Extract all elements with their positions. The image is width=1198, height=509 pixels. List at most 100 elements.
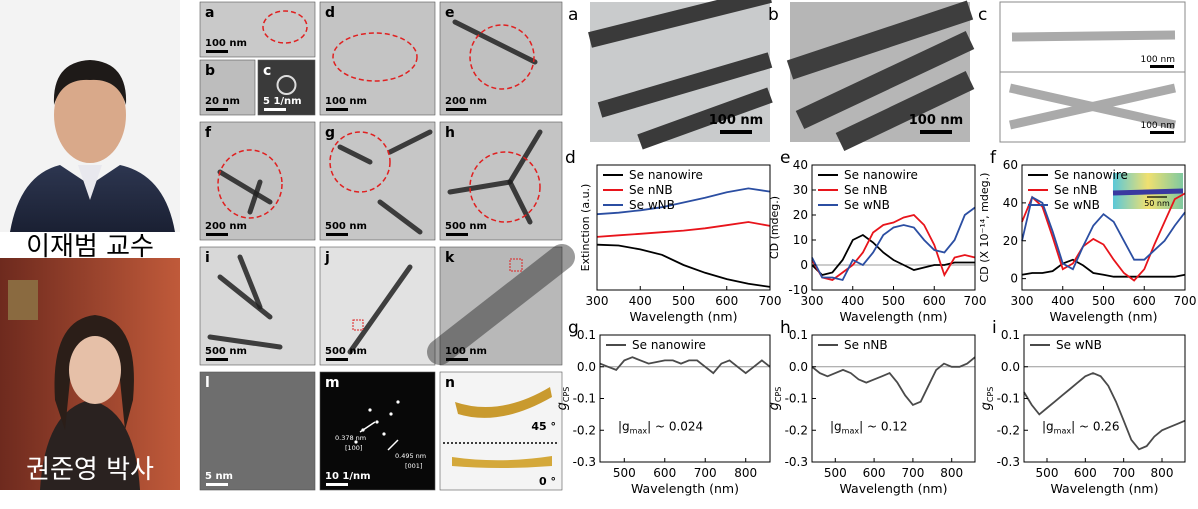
y-axis-label: gCPS [555, 387, 571, 411]
lattice-label: 0.495 nm [395, 452, 426, 460]
nanostructure [452, 19, 538, 65]
x-tick-label: 600 [923, 294, 946, 308]
legend-label: Se nanowire [1054, 168, 1128, 182]
annotation: |gmax| ~ 0.024 [618, 419, 703, 435]
legend-label: Se nanowire [844, 168, 918, 182]
scale-bar [446, 108, 468, 111]
legend-label: Se nanowire [632, 338, 706, 352]
nanostructure [337, 144, 373, 165]
y-axis-label: Extinction (a.u.) [579, 184, 592, 272]
y-axis-label: CD (X 10⁻¹⁴, mdeg.) [978, 173, 991, 283]
legend-label: Se wNB [1054, 198, 1100, 212]
bundle-model [1009, 83, 1176, 130]
scale-label: 100 nm [205, 38, 247, 49]
scale-bar [720, 130, 752, 134]
y-tick-label: 30 [793, 183, 808, 197]
legend-label: Se wNB [1056, 338, 1102, 352]
series-line [811, 356, 976, 406]
diffraction-spot [368, 408, 372, 412]
hair [53, 60, 127, 105]
scale-bar [1150, 65, 1174, 68]
scale-bar [326, 483, 348, 486]
highlight [469, 151, 541, 223]
x-tick-label: 500 [672, 294, 695, 308]
annotation-part: max [630, 426, 648, 435]
y-axis-label: gCPS [979, 387, 995, 411]
scale-label: 5 nm [205, 471, 233, 482]
panel-label: l [205, 375, 210, 391]
scale-bar [446, 233, 468, 236]
x-tick-label: 500 [1092, 294, 1115, 308]
annotation-part: max [842, 426, 860, 435]
x-tick-label: 500 [613, 466, 636, 480]
y-axis-label-sub: CPS [986, 387, 995, 403]
x-tick-label: 700 [694, 466, 717, 480]
scale-bar [446, 358, 468, 361]
face [69, 336, 121, 404]
x-tick-label: 700 [964, 294, 987, 308]
legend-label: Se nNB [844, 338, 888, 352]
diffraction-spot [396, 400, 400, 404]
scale-bar [206, 358, 228, 361]
y-tick-label: -0.1 [997, 392, 1020, 406]
annotation-part: | ~ 0.024 [647, 419, 703, 433]
micrograph [439, 371, 563, 491]
x-tick-label: 400 [841, 294, 864, 308]
series-line [811, 233, 975, 276]
diffraction-spot [389, 412, 393, 416]
diffraction-spot [354, 440, 358, 444]
scale-label: 100 nm [1140, 121, 1175, 131]
x-tick-label: 500 [882, 294, 905, 308]
scale-label: 20 nm [205, 96, 240, 107]
nanostructure [217, 169, 273, 205]
portrait-caption: 권준영 박사 [26, 455, 154, 485]
fiber [588, 0, 773, 150]
panel-label: n [445, 375, 455, 391]
scale-label: 500 nm [205, 346, 247, 357]
micrograph [199, 371, 316, 491]
scale-label: 100 nm [709, 113, 763, 128]
micrograph [319, 1, 436, 116]
legend-label: Se nNB [629, 183, 673, 197]
scale-label: 200 nm [205, 221, 247, 232]
annotation-part: | ~ 0.26 [1071, 419, 1119, 433]
annotation: |gmax| ~ 0.26 [1042, 419, 1120, 435]
series-line [599, 356, 771, 375]
angle-label: 0 ° [539, 475, 556, 488]
x-tick-label: 700 [1112, 466, 1135, 480]
micrograph [199, 59, 256, 116]
scale-label: 200 nm [445, 96, 487, 107]
scale-bar [206, 233, 228, 236]
lattice-label: [100] [345, 444, 362, 452]
y-tick-label: 40 [793, 158, 808, 172]
panel-label: e [780, 148, 790, 168]
x-tick-label: 400 [629, 294, 652, 308]
panel-label: f [990, 148, 997, 168]
panel-label: c [263, 63, 271, 79]
y-tick-label: -0.2 [997, 423, 1020, 437]
panel-label: a [205, 5, 214, 21]
panel-label: b [768, 5, 779, 25]
y-tick-label: 0 [1010, 272, 1018, 286]
x-tick-label: 700 [759, 294, 782, 308]
scale-label: 500 nm [445, 221, 487, 232]
highlight [217, 149, 283, 219]
y-tick-label: 40 [1003, 196, 1018, 210]
chart: g Se nanowire 500 600 700 800 -0.3 -0.2 -0.1 0.0 0… [555, 318, 771, 496]
annotation-part: |g [618, 419, 630, 433]
portrait [0, 0, 180, 232]
highlight [469, 24, 535, 90]
micrograph [257, 59, 316, 116]
annotation: |gmax| ~ 0.12 [830, 419, 908, 435]
x-tick-label: 300 [586, 294, 609, 308]
series-line [1021, 258, 1186, 278]
panel-label: j [324, 250, 330, 266]
inset-scale-label: 50 nm [1144, 199, 1170, 208]
highlight [329, 131, 391, 193]
diffraction-spot [382, 432, 386, 436]
tomogram [452, 456, 552, 468]
annotation-part: |g [1042, 419, 1054, 433]
x-axis-label: Wavelength (nm) [840, 309, 948, 324]
